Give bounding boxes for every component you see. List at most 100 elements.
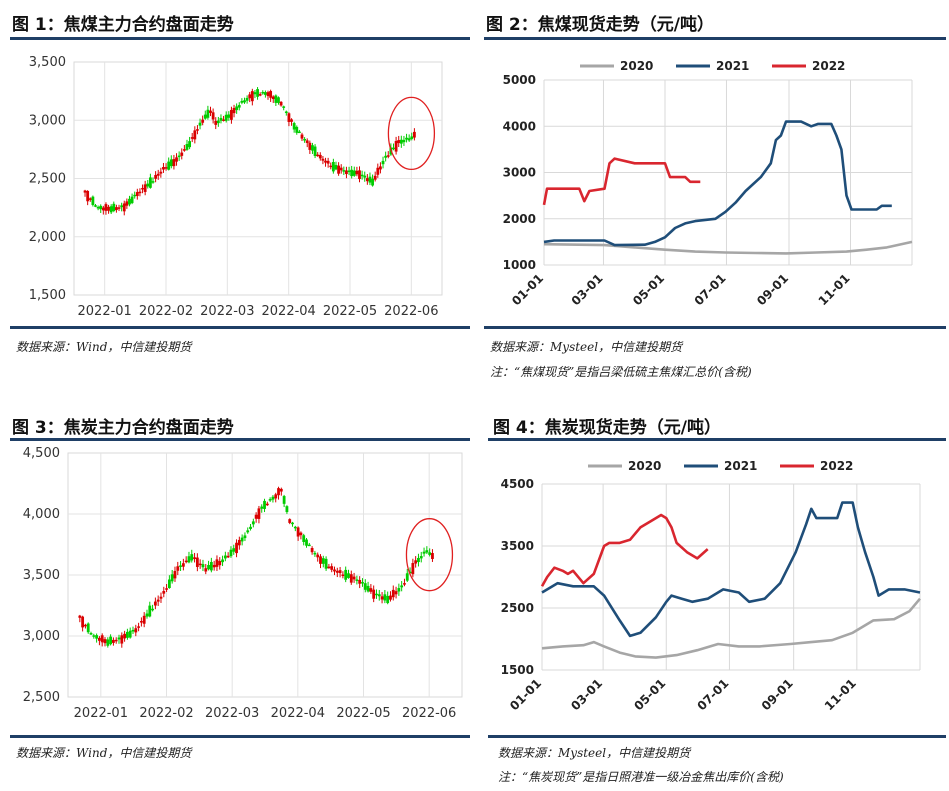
legend-label-2020: 2020: [628, 459, 661, 473]
candle-body: [88, 198, 92, 200]
figure-2-top-rule: [484, 37, 946, 40]
y-tick-label: 2,500: [29, 172, 66, 187]
candle-body: [428, 552, 432, 555]
figure-2-source: 数据来源：Mysteel，中信建投期货: [490, 340, 683, 354]
candle-body: [115, 207, 118, 211]
candle-body: [125, 631, 129, 638]
candle-body: [106, 639, 110, 646]
y-tick-label: 4,000: [23, 507, 60, 522]
candle-body: [230, 109, 233, 120]
candle-body: [221, 559, 224, 563]
figure-3-title: 图 3：焦炭主力合约盘面走势: [12, 418, 234, 438]
candle-body: [303, 139, 307, 141]
candle-body: [334, 164, 338, 170]
candle-body: [130, 196, 134, 204]
candle-body: [321, 158, 325, 161]
candle-body: [271, 96, 275, 100]
candle-body: [204, 568, 208, 572]
candle-body: [122, 203, 126, 212]
candle-body: [207, 565, 210, 570]
candle-body: [310, 548, 314, 553]
candle-body: [167, 161, 171, 170]
candle-body: [342, 170, 346, 172]
candle-body: [201, 564, 205, 568]
x-tick-label: 07-01: [695, 676, 732, 713]
series-line-2022: [542, 157, 701, 206]
candle-body: [282, 106, 286, 108]
candle-body: [308, 142, 312, 150]
y-tick-label: 5000: [503, 73, 536, 87]
candle-body: [133, 194, 137, 197]
candle-body: [313, 146, 317, 156]
legend-label-2022: 2022: [812, 59, 845, 73]
candle-body: [151, 181, 155, 183]
candle-body: [268, 499, 272, 501]
candle-body: [350, 169, 354, 177]
candle-body: [81, 616, 85, 628]
candle-body: [78, 615, 82, 618]
candle-body: [352, 170, 356, 176]
series-line-2021: [543, 120, 892, 247]
candle-body: [347, 573, 350, 578]
candle-body: [313, 552, 317, 555]
candle-body: [282, 496, 286, 504]
candle-body: [159, 171, 163, 174]
candle-body: [240, 537, 244, 542]
candle-body: [414, 560, 418, 564]
candle-body: [265, 503, 269, 506]
candle-body: [319, 556, 322, 564]
candle-body: [176, 566, 180, 571]
candle-body: [109, 206, 113, 213]
x-tick-label: 2022-04: [271, 706, 325, 721]
candle-body: [254, 514, 258, 519]
candle-body: [371, 178, 374, 186]
candle-body: [215, 559, 219, 567]
candle-body: [326, 160, 330, 164]
candle-body: [156, 173, 160, 176]
y-tick-label: 2000: [503, 212, 536, 226]
candle-body: [84, 624, 87, 627]
candle-body: [134, 628, 138, 633]
figure-4-chart: 1500 2500 3500 4500 01-01 03-01 05-01 07-01 09-0…: [501, 459, 921, 713]
candle-body: [156, 599, 160, 602]
candle-body: [397, 140, 401, 144]
y-tick-label: 3,000: [23, 629, 60, 644]
candle-body: [223, 555, 227, 559]
candle-body: [263, 500, 266, 509]
candle-body: [135, 192, 139, 197]
candle-body: [264, 92, 267, 95]
candle-body: [363, 175, 367, 178]
candle-body: [411, 563, 415, 575]
candle-body: [394, 591, 398, 595]
candle-body: [196, 129, 199, 131]
candle-body: [193, 557, 196, 560]
candle-body: [91, 196, 95, 205]
x-tick-label: 2022-05: [323, 304, 377, 319]
candle-body: [112, 203, 116, 211]
candle-body: [331, 162, 335, 172]
candle-body: [211, 112, 215, 120]
candle-body: [402, 139, 406, 143]
candle-body: [383, 594, 387, 601]
candle-body: [95, 635, 99, 639]
candle-body: [391, 589, 395, 598]
y-tick-label: 1500: [501, 663, 534, 677]
candle-body: [372, 589, 376, 599]
candle-body: [100, 635, 104, 643]
x-tick-label: 11-01: [822, 676, 859, 713]
candle-body: [212, 564, 216, 568]
candle-body: [410, 136, 414, 139]
legend-label-2020: 2020: [620, 59, 653, 73]
candle-body: [243, 100, 246, 103]
candle-body: [425, 550, 429, 553]
y-tick-label: 2,000: [29, 230, 66, 245]
candle-body: [431, 553, 434, 559]
candle-body: [86, 623, 90, 633]
candle-body: [229, 549, 233, 557]
candle-body: [392, 147, 395, 150]
series-line-2020: [543, 240, 913, 255]
x-tick-label: 07-01: [692, 271, 729, 308]
candle-body: [117, 637, 121, 640]
candle-body: [179, 565, 182, 567]
candle-body: [206, 109, 210, 118]
